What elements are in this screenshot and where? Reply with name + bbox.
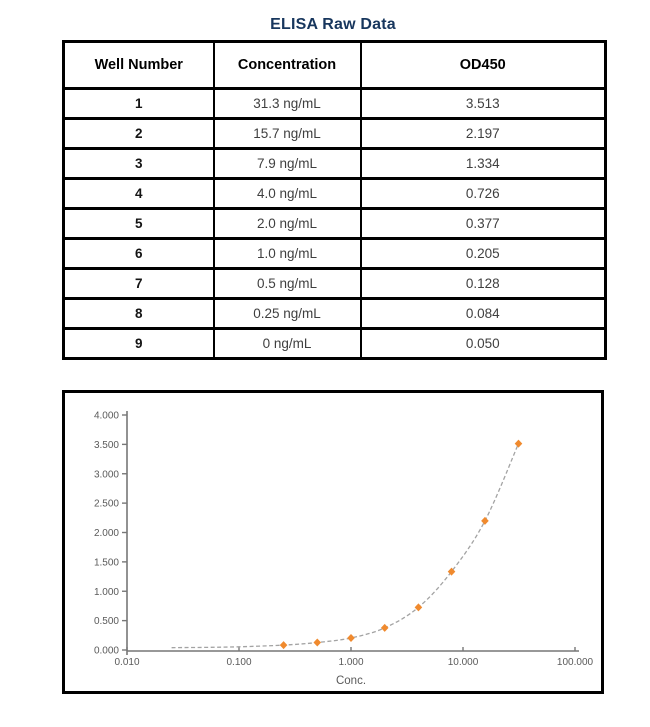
concentration-cell: 1.0 ng/mL	[212, 237, 362, 270]
x-tick-label: 0.100	[226, 657, 251, 668]
data-point-marker	[313, 638, 322, 647]
table-header-row: Well Number Concentration OD450	[62, 40, 607, 90]
well-number-cell: 2	[62, 117, 215, 150]
table-row: 3 7.9 ng/mL 1.334	[62, 147, 607, 180]
od450-cell: 2.197	[359, 117, 607, 150]
standard-curve-chart: 0.000 0.500 1.000 1.500 2.000 2.500 3.000 3.500…	[94, 411, 594, 688]
od450-cell: 0.128	[359, 267, 607, 300]
column-header-concentration: Concentration	[212, 40, 362, 90]
y-tick-label: 3.500	[94, 440, 119, 451]
concentration-cell: 4.0 ng/mL	[212, 177, 362, 210]
concentration-cell: 0 ng/mL	[212, 327, 362, 360]
concentration-cell: 15.7 ng/mL	[212, 117, 362, 150]
od450-cell: 3.513	[359, 87, 607, 120]
y-tick-label: 4.000	[94, 411, 119, 422]
well-number-cell: 8	[62, 297, 215, 330]
well-number-cell: 4	[62, 177, 215, 210]
y-tick-label: 1.000	[94, 587, 119, 598]
y-tick-label: 2.000	[94, 528, 119, 539]
y-tick-label: 1.500	[94, 557, 119, 568]
concentration-cell: 0.25 ng/mL	[212, 297, 362, 330]
data-point-marker	[414, 603, 423, 612]
y-tick-label: 0.500	[94, 616, 119, 627]
well-number-cell: 5	[62, 207, 215, 240]
elisa-table-body: 1 31.3 ng/mL 3.513 2 15.7 ng/mL 2.197 3 …	[62, 87, 607, 360]
page-title: ELISA Raw Data	[270, 16, 396, 33]
concentration-cell: 2.0 ng/mL	[212, 207, 362, 240]
od450-cell: 0.205	[359, 237, 607, 270]
column-header-well-number: Well Number	[62, 40, 215, 90]
report-page: ELISA Raw Data Well Number Concentration…	[62, 16, 607, 694]
x-axis-title: Conc.	[336, 675, 366, 687]
y-tick-label: 0.000	[94, 646, 119, 657]
x-tick-label: 0.010	[114, 657, 139, 668]
table-row: 4 4.0 ng/mL 0.726	[62, 177, 607, 210]
table-row: 7 0.5 ng/mL 0.128	[62, 267, 607, 300]
od450-cell: 0.377	[359, 207, 607, 240]
y-tick-label: 3.000	[94, 469, 119, 480]
data-point-marker	[279, 641, 288, 650]
x-tick-label: 1.000	[338, 657, 363, 668]
x-tick-label: 100.000	[557, 657, 594, 668]
table-row: 8 0.25 ng/mL 0.084	[62, 297, 607, 330]
elisa-data-table: Well Number Concentration OD450 1 31.3 n…	[62, 40, 607, 360]
x-tick-label: 10.000	[448, 657, 479, 668]
data-point-marker	[514, 439, 523, 448]
table-row: 9 0 ng/mL 0.050	[62, 327, 607, 360]
data-point-marker	[347, 633, 355, 642]
fit-curve	[171, 443, 520, 649]
concentration-cell: 31.3 ng/mL	[212, 87, 362, 120]
table-row: 1 31.3 ng/mL 3.513	[62, 87, 607, 120]
data-point-marker	[380, 623, 389, 632]
well-number-cell: 3	[62, 147, 215, 180]
table-row: 6 1.0 ng/mL 0.205	[62, 237, 607, 270]
concentration-cell: 0.5 ng/mL	[212, 267, 362, 300]
data-point-marker	[447, 567, 456, 576]
concentration-cell: 7.9 ng/mL	[212, 147, 362, 180]
column-header-od450: OD450	[359, 40, 607, 90]
standard-curve-figure: 0.000 0.500 1.000 1.500 2.000 2.500 3.000 3.500…	[62, 390, 604, 694]
well-number-cell: 1	[62, 87, 215, 120]
od450-cell: 1.334	[359, 147, 607, 180]
od450-cell: 0.726	[359, 177, 607, 210]
od450-cell: 0.084	[359, 297, 607, 330]
data-point-marker	[481, 516, 489, 525]
od450-cell: 0.050	[359, 327, 607, 360]
well-number-cell: 9	[62, 327, 215, 360]
table-row: 2 15.7 ng/mL 2.197	[62, 117, 607, 150]
table-row: 5 2.0 ng/mL 0.377	[62, 207, 607, 240]
well-number-cell: 7	[62, 267, 215, 300]
y-tick-label: 2.500	[94, 499, 119, 510]
well-number-cell: 6	[62, 237, 215, 270]
